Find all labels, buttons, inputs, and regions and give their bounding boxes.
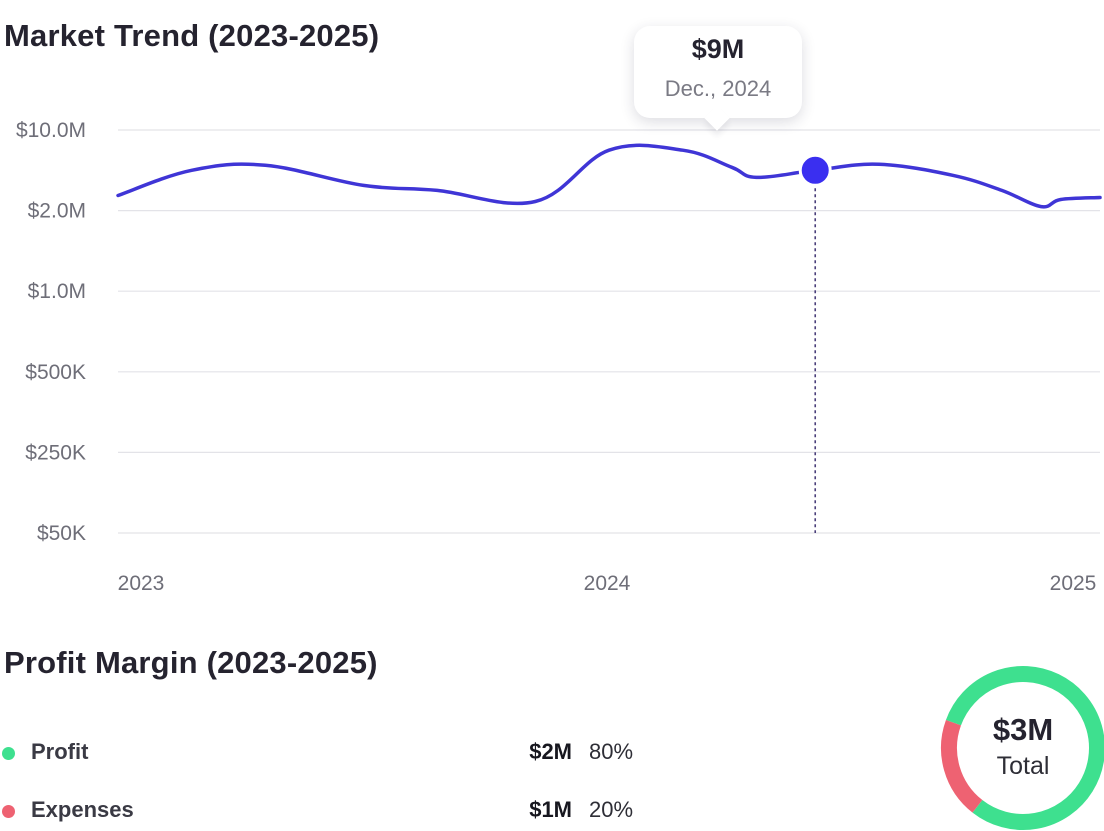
market-trend-chart: $10.0M$2.0M$1.0M$500K$250K$50K 2023 2024 2… (16, 119, 1102, 595)
highlight-data-point[interactable] (798, 153, 832, 187)
grid-layer (118, 129, 1100, 534)
x-tick-label: 2023 (118, 572, 165, 595)
donut-slices (941, 666, 1104, 830)
donut-total-value: $3M (992, 712, 1054, 747)
tooltip-date: Dec., 2024 (664, 76, 772, 101)
market-trend-title: Market Trend (2023-2025) (4, 18, 380, 53)
x-axis-ticks: 2023 2024 2025 (118, 572, 1097, 595)
profit-percent: 80% (589, 739, 634, 764)
donut-center: $3M Total (940, 665, 1104, 831)
profit-dot-icon (2, 747, 15, 760)
expenses-dot-icon (2, 805, 15, 818)
y-axis-ticks: $10.0M $2.0M $1.0M $500K $250K $50K (16, 119, 86, 545)
profit-amount: $2M (529, 739, 572, 764)
y-tick-label: $50K (37, 522, 86, 545)
y-tick-label: $10.0M (16, 119, 86, 142)
profit-label: Profit (31, 739, 89, 764)
y-tick-label: $250K (25, 441, 86, 464)
x-tick-label: 2025 (1050, 572, 1097, 595)
expenses-percent: 20% (589, 797, 634, 822)
tooltip-value: $9M (691, 34, 745, 64)
chart-tooltip: $9M Dec., 2024 (634, 26, 802, 118)
legend-row-expenses: Expenses $1M 20% (0, 793, 660, 829)
profit-margin-title: Profit Margin (2023-2025) (4, 645, 378, 680)
expenses-label: Expenses (31, 797, 134, 822)
donut-slice-profit[interactable] (945, 666, 1104, 830)
y-tick-label: $2.0M (28, 200, 86, 223)
x-tick-label: 2024 (584, 572, 631, 595)
donut-slice-expenses[interactable] (941, 719, 983, 813)
y-tick-label: $1.0M (28, 280, 86, 303)
donut-total-label: Total (996, 752, 1050, 780)
trend-series-line (116, 143, 1102, 209)
profit-margin-donut (941, 666, 1104, 830)
y-tick-label: $500K (25, 361, 86, 384)
expenses-amount: $1M (529, 797, 572, 822)
legend-row-profit: Profit $2M 80% (0, 735, 660, 771)
